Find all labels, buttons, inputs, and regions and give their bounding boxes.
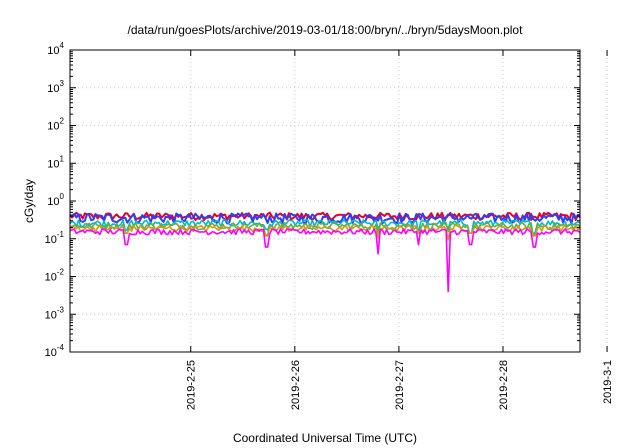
series-line xyxy=(69,224,581,241)
x-axis: 2019-2-25 2019-2-26 2019-2-27 2019-2-28 2019… xyxy=(186,50,614,410)
series-group xyxy=(69,211,581,293)
x-axis-label: Coordinated Universal Time (UTC) xyxy=(233,431,417,445)
x-tick-label: 2019-2-27 xyxy=(394,360,406,410)
y-axis-label: cGy/day xyxy=(22,179,36,223)
x-tick-label: 2019-2-28 xyxy=(498,360,510,410)
series-line xyxy=(69,228,581,293)
x-tick-label: 2019-2-26 xyxy=(290,360,302,410)
chart-title: /data/run/goesPlots/archive/2019-03-01/1… xyxy=(128,23,524,37)
x-tick-label: 2019-3-1 xyxy=(602,360,614,404)
grid xyxy=(70,50,608,352)
x-tick-label: 2019-2-25 xyxy=(186,360,198,410)
series-line xyxy=(69,219,581,237)
